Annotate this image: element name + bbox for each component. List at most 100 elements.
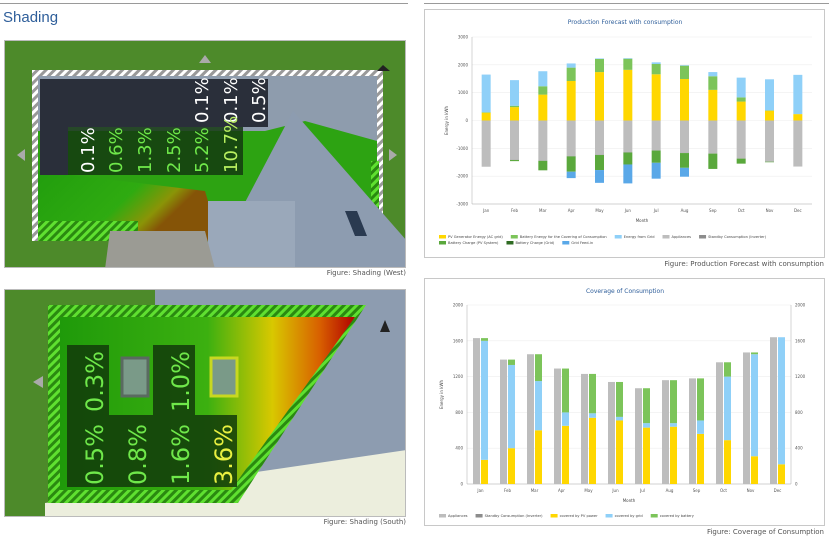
bar-segment [736, 158, 746, 164]
y-tick-label: 2000 [453, 303, 464, 308]
bar-segment [510, 120, 519, 160]
bar-segment [508, 448, 515, 484]
bar-segment [535, 430, 542, 484]
bar-segment [680, 120, 689, 153]
bar-segment [670, 426, 677, 484]
legend-label: PV Generator Energy (AC grid) [448, 235, 503, 239]
bar-segment [481, 120, 491, 166]
y-tick-label: 400 [455, 446, 463, 451]
shading-value: 0.3% [81, 351, 109, 412]
bar-segment [562, 368, 569, 413]
legend-label: covered by PV power [560, 514, 598, 518]
legend-label: Appliances [672, 235, 692, 239]
legend-swatch [439, 514, 446, 518]
bar-segment [566, 80, 576, 121]
y-tick-label: 1000 [458, 90, 469, 95]
bar-segment [623, 58, 633, 59]
bar-segment [589, 413, 596, 418]
bar-segment [724, 440, 731, 484]
legend-label: Battery Energy for the Covering of Consu… [520, 235, 607, 239]
y-tick-label: 2000 [458, 62, 469, 67]
bar-segment [538, 94, 548, 121]
legend-swatch [475, 514, 483, 518]
x-tick-label: Dec [774, 488, 782, 493]
bar-segment [793, 120, 803, 167]
bar-segment [608, 381, 615, 484]
legend-label: Standby Consumption (Inverter) [708, 235, 767, 239]
x-tick-label: Oct [738, 208, 745, 213]
coverage-chart: Coverage of Consumption 2000 2000 1600 1600 1… [424, 278, 825, 526]
bar-segment [554, 368, 561, 484]
bar-segment [662, 380, 669, 484]
x-axis-label: Month [636, 218, 649, 223]
bar-segment [623, 120, 633, 153]
x-tick-label: Feb [504, 488, 512, 493]
bar-segment [562, 412, 569, 426]
bar-segment [508, 364, 515, 449]
y2-tick-label: 800 [795, 410, 803, 415]
bar-segment [724, 362, 731, 377]
bar-segment [623, 164, 633, 184]
bar-segment [689, 378, 696, 484]
shading-south-image: 0.3% 1.0% 0.5% 0.8% 1.6% 3.6% [4, 289, 406, 517]
bar-segment [765, 120, 774, 162]
legend-swatch [439, 235, 446, 239]
bar-segment [566, 63, 576, 68]
bar-segment [736, 120, 746, 159]
bar-segment [697, 378, 704, 421]
bar-segment [616, 420, 623, 484]
shading-value: 5.2% [192, 127, 213, 173]
legend-label: covered by battery [660, 514, 695, 518]
x-tick-label: Mar [531, 488, 539, 493]
x-tick-label: Feb [511, 208, 519, 213]
bar-segment [651, 63, 661, 75]
bar-segment [770, 337, 777, 484]
bar-segment [500, 359, 507, 484]
bar-segment [538, 71, 548, 87]
bar-segment [751, 354, 758, 457]
y-tick-label: -3000 [456, 202, 468, 207]
bar-segment [708, 153, 718, 169]
bar-segment [670, 380, 677, 424]
bar-segment [680, 65, 689, 80]
x-tick-label: May [595, 208, 604, 213]
coverage-svg: Coverage of Consumption 2000 2000 1600 1600 1… [439, 288, 806, 518]
y-axis-label: Energy in kWh [444, 106, 449, 135]
bar-segment [510, 107, 519, 121]
bar-segment [589, 417, 596, 484]
legend-swatch [662, 235, 670, 239]
x-tick-label: Apr [568, 208, 575, 213]
bar-segment [765, 110, 774, 111]
x-tick-label: Sep [709, 208, 717, 213]
bar-segment [716, 362, 723, 484]
bar-segment [481, 459, 488, 484]
bar-segment [566, 120, 576, 157]
figure-caption: Figure: Production Forecast with consump… [664, 260, 824, 268]
bar-segment [736, 77, 746, 98]
bar-segment [595, 58, 604, 59]
bar-segment [510, 105, 519, 108]
bar-segment [589, 373, 596, 414]
bar-segment [765, 161, 774, 163]
bar-segment [651, 150, 661, 163]
figure-caption: Figure: Shading (West) [326, 269, 406, 277]
figure-caption: Figure: Coverage of Consumption [706, 528, 824, 536]
production-forecast-chart: Production Forecast with consumption 3000… [424, 9, 825, 258]
bar-segment [538, 160, 548, 171]
bar-segment [670, 423, 677, 427]
x-tick-label: Dec [794, 208, 802, 213]
shading-value: 1.3% [135, 127, 156, 173]
x-tick-label: Jan [476, 488, 484, 493]
legend-swatch [699, 235, 707, 239]
y-tick-label: 1200 [453, 374, 464, 379]
x-tick-label: Apr [558, 488, 565, 493]
divider [0, 3, 408, 4]
bar-segment [793, 74, 803, 115]
legend-label: Battery Charge (PV System) [448, 241, 499, 245]
y2-tick-label: 400 [795, 446, 803, 451]
shading-value: 0.1% [221, 77, 242, 123]
shading-value: 0.5% [81, 424, 109, 485]
x-tick-label: Jun [611, 488, 619, 493]
bar-segment [778, 337, 785, 465]
bar-segment [566, 67, 576, 81]
